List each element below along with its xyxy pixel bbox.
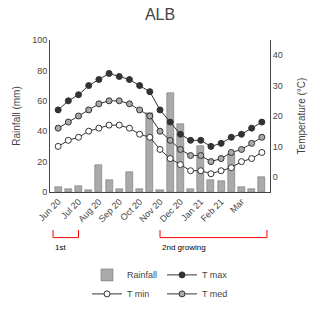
svg-text:Rainfall: Rainfall	[127, 270, 157, 280]
svg-text:60: 60	[37, 96, 47, 106]
svg-text:2nd growing: 2nd growing	[162, 243, 206, 252]
svg-text:Feb 21: Feb 21	[199, 197, 226, 224]
svg-text:Nov 20: Nov 20	[137, 197, 164, 224]
svg-text:0: 0	[273, 172, 278, 182]
svg-text:Jan 21: Jan 21	[179, 197, 205, 223]
svg-text:Rainfall (mm): Rainfall (mm)	[11, 86, 22, 145]
svg-text:Aug 20: Aug 20	[76, 197, 103, 224]
svg-text:100: 100	[32, 35, 47, 45]
svg-text:T max: T max	[202, 270, 227, 280]
svg-text:20: 20	[273, 111, 283, 121]
svg-text:1st: 1st	[55, 243, 66, 252]
svg-text:30: 30	[273, 81, 283, 91]
svg-text:Dec 20: Dec 20	[158, 197, 185, 224]
svg-text:40: 40	[37, 126, 47, 136]
svg-text:10: 10	[273, 142, 283, 152]
svg-text:20: 20	[37, 157, 47, 167]
svg-text:Sep 20: Sep 20	[97, 197, 124, 224]
svg-text:Temperature (°C): Temperature (°C)	[296, 78, 307, 155]
svg-text:ALB: ALB	[145, 6, 175, 23]
svg-text:Oct 20: Oct 20	[118, 197, 144, 223]
svg-text:Jun 20: Jun 20	[37, 197, 63, 223]
svg-text:0: 0	[42, 187, 47, 197]
svg-text:80: 80	[37, 66, 47, 76]
svg-text:T med: T med	[202, 289, 227, 299]
svg-text:40: 40	[273, 50, 283, 60]
svg-text:Mar: Mar	[228, 197, 246, 215]
svg-text:Jul 20: Jul 20	[59, 197, 83, 221]
svg-text:T min: T min	[127, 289, 149, 299]
